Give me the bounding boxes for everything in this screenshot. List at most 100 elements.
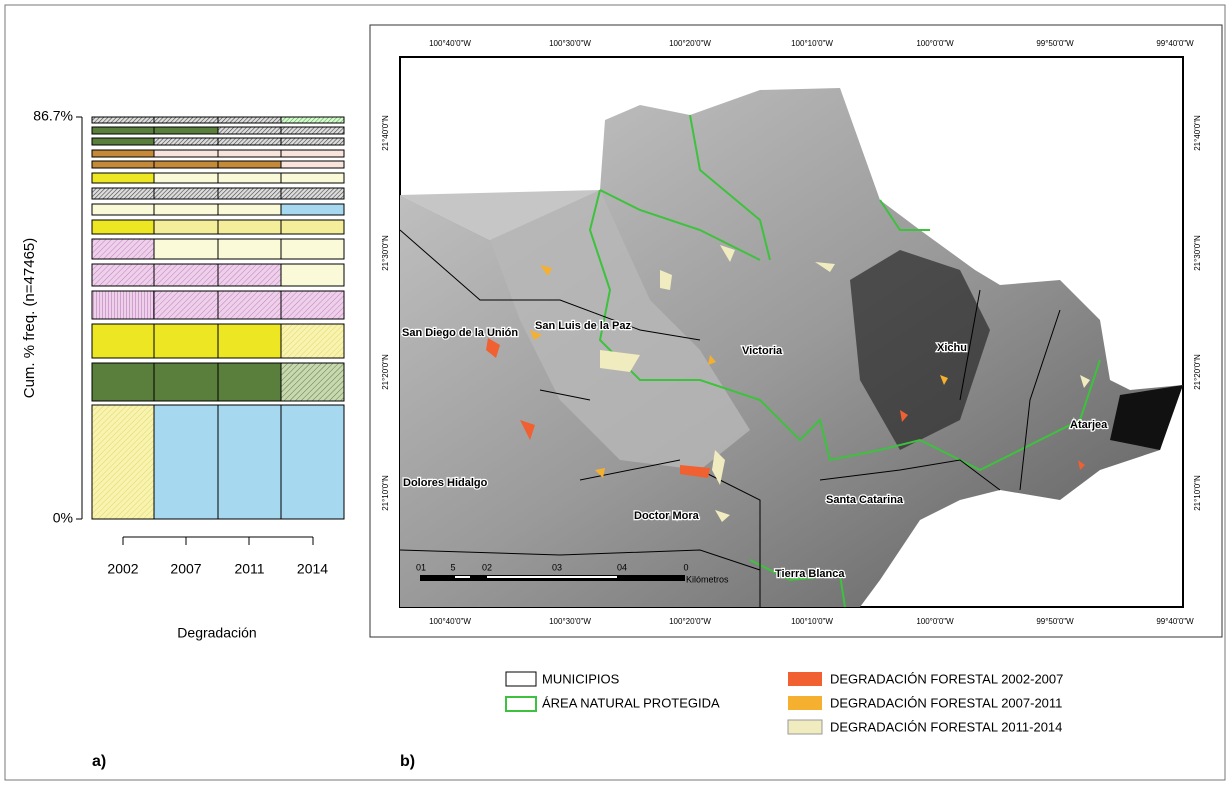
state-cell: [153, 137, 219, 146]
y-tick-label: 0%: [53, 510, 73, 526]
state-cell: [280, 116, 345, 124]
latitude-label: 21°20'0"N: [1193, 354, 1202, 390]
latitude-label: 21°10'0"N: [381, 475, 390, 511]
state-cell: [280, 149, 345, 158]
legend-label: DEGRADACIÓN FORESTAL 2002-2007: [830, 671, 1063, 686]
scale-tick-label: 03: [552, 562, 562, 572]
scale-tick-label: 01: [416, 562, 426, 572]
x-tick-label: 2014: [297, 561, 328, 577]
y-axis-label: Cum. % freq. (n=47465): [21, 238, 38, 399]
place-name: San Diego de la Unión: [402, 327, 518, 339]
x-axis-label: Degradación: [177, 625, 256, 641]
legend-label: ÁREA NATURAL PROTEGIDA: [542, 695, 720, 710]
latitude-label: 21°30'0"N: [381, 235, 390, 271]
place-name: Victoria: [742, 345, 783, 357]
state-cell: [91, 290, 155, 320]
map-labels: 100°40'0"W 100°40'0"W 100°30'0"W 100°30'0"W…: [381, 39, 1202, 626]
state-cell: [91, 126, 155, 135]
scale-bar: [455, 576, 470, 578]
state-cell: [91, 404, 155, 520]
longitude-label: 100°30'0"W: [549, 39, 591, 48]
state-cell: [91, 116, 155, 124]
state-cell: [280, 238, 345, 260]
state-cell: [280, 187, 345, 200]
state-cell: [91, 172, 155, 184]
legend-swatch: [787, 719, 823, 735]
state-cell: [217, 149, 282, 158]
legend-swatch: [788, 672, 822, 686]
state-cell: [217, 137, 282, 146]
longitude-label: 99°50'0"W: [1036, 617, 1074, 626]
panel-label: a): [92, 753, 106, 770]
state-cell: [91, 203, 155, 216]
state-cell: [280, 137, 345, 146]
state-cell: [217, 160, 282, 169]
state-cell: [91, 362, 155, 402]
state-cell: [153, 172, 219, 184]
place-name: Tierra Blanca: [775, 568, 845, 580]
latitude-label: 21°30'0"N: [1193, 235, 1202, 271]
state-cell: [280, 160, 345, 169]
y-tick-label: 86.7%: [33, 108, 73, 124]
legend-swatch: [505, 671, 537, 687]
state-cell: [217, 238, 282, 260]
state-cell: [153, 404, 219, 520]
x-tick-label: 2011: [234, 561, 264, 577]
state-cell: [91, 160, 155, 169]
state-cell: [280, 172, 345, 184]
longitude-label: 100°0'0"W: [916, 39, 954, 48]
state-cell: [91, 323, 155, 359]
latitude-label: 21°20'0"N: [381, 354, 390, 390]
state-cell: [217, 290, 282, 320]
scale-tick-label: 02: [482, 562, 492, 572]
scale-bar: [557, 576, 617, 578]
legend-label: DEGRADACIÓN FORESTAL 2011-2014: [830, 719, 1062, 734]
state-cell: [91, 263, 155, 287]
state-cell: [153, 116, 219, 124]
place-name: Xichu: [937, 342, 967, 354]
legend-swatch: [505, 696, 537, 712]
state-cell: [153, 149, 219, 158]
state-cell: [217, 219, 282, 235]
longitude-label: 100°30'0"W: [549, 617, 591, 626]
figure-border: [4, 4, 1226, 781]
state-cell: [217, 203, 282, 216]
state-cell: [217, 187, 282, 200]
state-cell: [217, 362, 282, 402]
longitude-label: 100°10'0"W: [791, 39, 833, 48]
state-cell: [153, 126, 219, 135]
longitude-label: 100°40'0"W: [429, 617, 471, 626]
state-cell: [91, 238, 155, 260]
state-cell: [280, 263, 345, 287]
state-cell: [217, 172, 282, 184]
place-name: Dolores Hidalgo: [403, 477, 488, 489]
latitude-label: 21°40'0"N: [1193, 115, 1202, 151]
state-cell: [91, 137, 155, 146]
state-cell: [153, 323, 219, 359]
scale-bar: [487, 576, 557, 578]
state-cell: [280, 404, 345, 520]
longitude-label: 100°40'0"W: [429, 39, 471, 48]
scale-tick-label: 04: [617, 562, 627, 572]
x-tick-label: 2007: [170, 561, 201, 577]
state-cell: [280, 323, 345, 359]
protected-area: [588, 114, 1101, 608]
state-cell: [280, 362, 345, 402]
sequence-plot: 2002 2007 2011 2014: [91, 116, 345, 577]
place-name: Atarjea: [1070, 419, 1108, 431]
place-name: San Luis de la Paz: [535, 320, 631, 332]
state-cell: [153, 203, 219, 216]
legend-label: DEGRADACIÓN FORESTAL 2007-2011: [830, 695, 1062, 710]
place-name: Santa Catarina: [826, 494, 904, 506]
state-cell: [217, 126, 282, 135]
panel-label: b): [400, 753, 415, 770]
longitude-label: 99°40'0"W: [1156, 39, 1194, 48]
latitude-label: 21°40'0"N: [381, 115, 390, 151]
state-cell: [280, 126, 345, 135]
scale-tick-label: 0: [683, 562, 688, 572]
scale-unit: Kilómetros: [686, 574, 729, 584]
state-cell: [91, 187, 155, 200]
scale-tick-label: 5: [450, 562, 455, 572]
state-cell: [153, 160, 219, 169]
